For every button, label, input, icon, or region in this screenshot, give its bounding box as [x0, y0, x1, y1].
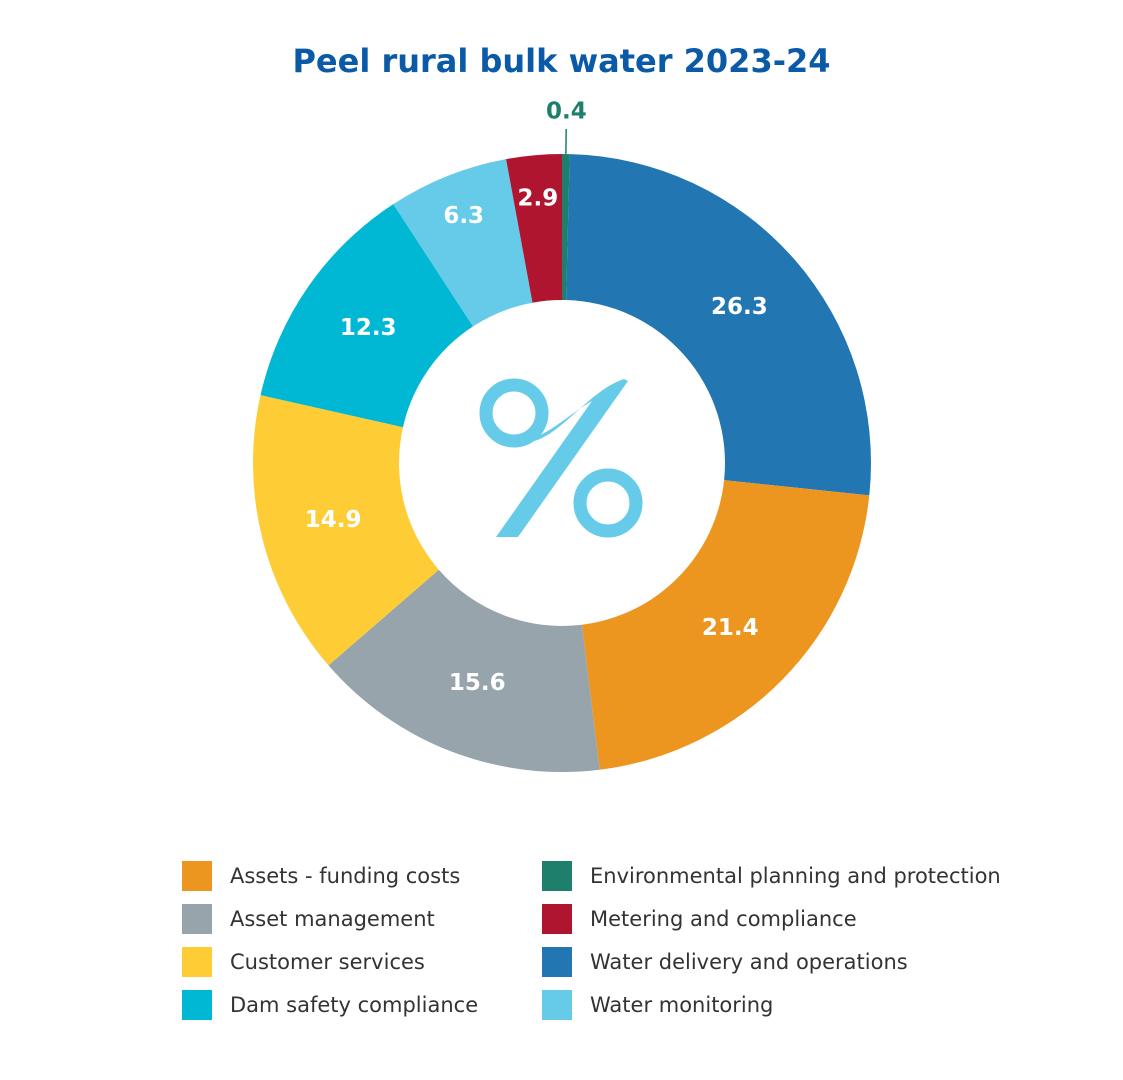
legend-label: Metering and compliance — [590, 907, 857, 931]
slice-value-label: 15.6 — [449, 670, 506, 696]
slice-dam-safety-compliance — [260, 204, 474, 428]
slice-value-label: 12.3 — [340, 315, 397, 341]
legend-swatch — [182, 990, 212, 1020]
labels-group: 0.4 26.3 21.4 15.6 14.9 12.3 6.3 2.9 — [305, 99, 768, 696]
legend-swatch — [182, 947, 212, 977]
legend-swatch — [542, 990, 572, 1020]
donut-chart: 0.4 26.3 21.4 15.6 14.9 12.3 6.3 2.9 — [252, 99, 871, 772]
legend-item-customer-services: Customer services — [182, 946, 425, 978]
slice-value-label: 0.4 — [546, 99, 587, 125]
legend-swatch — [542, 861, 572, 891]
legend-swatch — [182, 904, 212, 934]
legend-item-dam-safety-compliance: Dam safety compliance — [182, 989, 478, 1021]
slice-value-label: 14.9 — [305, 507, 362, 533]
legend-item-asset-management: Asset management — [182, 903, 435, 935]
legend-item-water-monitoring: Water monitoring — [542, 989, 773, 1021]
slice-value-label: 6.3 — [443, 203, 484, 229]
slices-group — [252, 154, 871, 772]
legend-label: Assets - funding costs — [230, 864, 461, 888]
legend-label: Environmental planning and protection — [590, 864, 1001, 888]
legend-label: Asset management — [230, 907, 435, 931]
legend-swatch — [542, 904, 572, 934]
slice-value-label: 21.4 — [702, 615, 759, 641]
slice-asset-management — [328, 569, 600, 772]
legend-item-assets-funding-costs: Assets - funding costs — [182, 860, 460, 892]
percent-icon — [479, 378, 643, 538]
legend: Assets - funding costs Asset management Cu… — [182, 860, 1062, 1040]
slice-water-delivery-and-operations — [566, 154, 871, 496]
slice-environmental-planning-and-protection — [562, 154, 570, 301]
legend-swatch — [182, 861, 212, 891]
legend-label: Dam safety compliance — [230, 993, 479, 1017]
slice-value-label: 26.3 — [711, 294, 768, 320]
legend-label: Water monitoring — [590, 993, 774, 1017]
slice-assets-funding-costs — [581, 480, 870, 770]
slice-value-label: 2.9 — [518, 185, 559, 211]
chart-title: Peel rural bulk water 2023-24 — [292, 42, 831, 80]
legend-item-metering-and-compliance: Metering and compliance — [542, 903, 857, 935]
legend-label: Customer services — [230, 950, 425, 974]
slice-metering-and-compliance — [506, 154, 562, 303]
legend-item-water-delivery-and-operations: Water delivery and operations — [542, 946, 908, 978]
legend-swatch — [542, 947, 572, 977]
slice-customer-services — [252, 395, 439, 666]
legend-item-environmental-planning-and-protection: Environmental planning and protection — [542, 860, 1001, 892]
slice-water-monitoring — [393, 159, 533, 327]
legend-label: Water delivery and operations — [590, 950, 908, 974]
